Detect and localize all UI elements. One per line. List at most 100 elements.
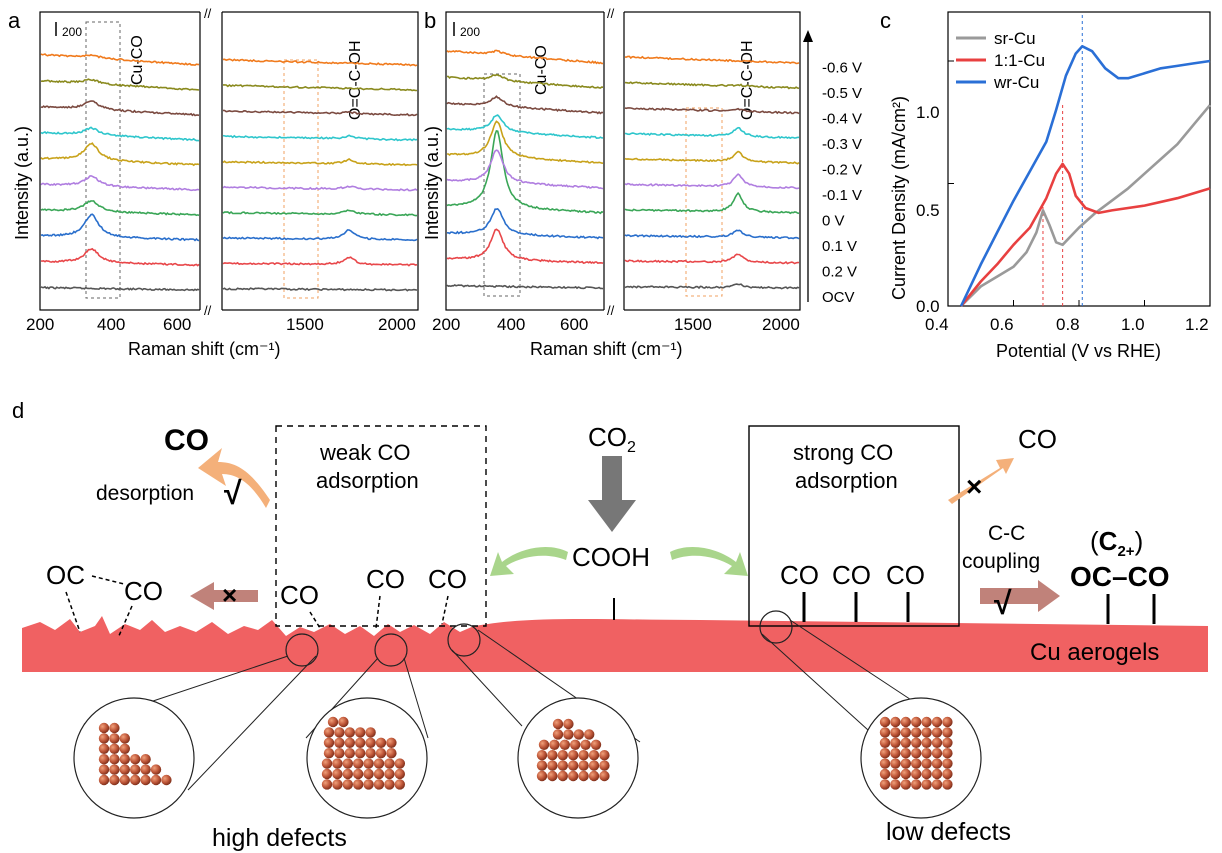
cu-atom bbox=[890, 716, 901, 728]
series-line bbox=[222, 287, 418, 292]
series-line bbox=[446, 49, 603, 65]
cu-atom bbox=[332, 779, 343, 790]
cu-atom bbox=[321, 768, 333, 780]
cu-atom bbox=[332, 758, 343, 769]
x-axis-label: Potential (V vs RHE) bbox=[996, 341, 1161, 361]
panel-a-frame bbox=[39, 11, 419, 311]
y-axis-label: Current Density (mA/cm²) bbox=[889, 96, 909, 300]
cu-atom bbox=[547, 770, 558, 782]
cu-atom bbox=[921, 716, 932, 728]
potential-label: -0.6 V bbox=[822, 60, 862, 77]
cu-atom bbox=[140, 774, 151, 786]
cu-atom bbox=[394, 768, 405, 780]
cu-co-band-box bbox=[85, 21, 121, 299]
cu-atom bbox=[921, 779, 932, 790]
cu-atom bbox=[879, 779, 891, 790]
panel-c-ticks bbox=[947, 60, 1211, 306]
x-tick: 1.0 bbox=[1121, 315, 1145, 334]
cu-atom bbox=[911, 727, 922, 738]
cu-atom bbox=[98, 754, 110, 765]
cu-atom bbox=[119, 764, 130, 775]
cu-atom bbox=[890, 737, 901, 748]
cu-atom bbox=[568, 760, 579, 771]
cu-atom bbox=[342, 779, 353, 790]
panel-c-letter: c bbox=[880, 8, 891, 33]
svg-text://: // bbox=[607, 6, 615, 21]
cu-atom bbox=[931, 758, 943, 769]
series-line bbox=[222, 134, 418, 142]
oc-left-label: OC bbox=[46, 560, 85, 590]
cu-atom bbox=[588, 760, 600, 771]
blocked-desorption-arrow bbox=[948, 458, 1014, 504]
cu-atom bbox=[323, 737, 335, 748]
cu-atom bbox=[394, 758, 405, 769]
cu-atom bbox=[588, 770, 600, 782]
cu-atom bbox=[568, 770, 579, 782]
cu-atom bbox=[536, 750, 548, 761]
co-strong-off-label: CO bbox=[1018, 424, 1057, 454]
series-line bbox=[624, 81, 800, 90]
cu-atom bbox=[921, 737, 932, 748]
cu-atom bbox=[559, 739, 570, 750]
cu-atom bbox=[942, 758, 953, 769]
potential-label: -0.2 V bbox=[822, 162, 862, 179]
cu-atom bbox=[570, 739, 581, 750]
high-defects-label: high defects bbox=[212, 824, 347, 852]
svg-text://: // bbox=[204, 303, 212, 318]
series-line bbox=[222, 158, 418, 167]
co-weak-label: CO bbox=[366, 564, 405, 594]
x-tick: 0.6 bbox=[990, 315, 1014, 334]
occoh-band-box bbox=[283, 59, 319, 299]
cu-atom bbox=[119, 733, 130, 744]
cu-atom bbox=[911, 716, 922, 728]
cu-atom bbox=[931, 716, 943, 728]
strong-box-line2: adsorption bbox=[795, 468, 898, 493]
cu-atom bbox=[900, 779, 911, 790]
weak-adsorption-box bbox=[275, 425, 487, 627]
cu-atom bbox=[879, 758, 891, 769]
potential-label: -0.5 V bbox=[822, 85, 862, 102]
down-arrow bbox=[588, 456, 636, 532]
cu-atom bbox=[323, 748, 335, 759]
cu-atom bbox=[130, 774, 141, 786]
cu-atom bbox=[942, 716, 953, 728]
cu-atom bbox=[900, 716, 911, 728]
cu-atom bbox=[161, 774, 172, 786]
x-tick: 1.2 bbox=[1185, 315, 1209, 334]
series-group-a bbox=[40, 53, 418, 292]
panel-d-letter: d bbox=[12, 398, 24, 423]
cu-atom bbox=[342, 768, 353, 780]
cu-co-label: Cu-CO bbox=[533, 45, 550, 95]
cu-atom bbox=[334, 748, 345, 759]
cu-atom bbox=[911, 768, 922, 780]
cu-atom bbox=[355, 737, 366, 748]
series-line bbox=[624, 107, 800, 115]
x-axis-label: Raman shift (cm⁻¹) bbox=[530, 339, 683, 359]
cu-atom bbox=[588, 750, 600, 761]
series-line bbox=[40, 200, 200, 217]
cu-atom bbox=[942, 737, 953, 748]
x-tick: 600 bbox=[163, 315, 191, 334]
zoom-circle bbox=[860, 697, 982, 819]
x-tick: 600 bbox=[560, 315, 588, 334]
cu-atom bbox=[109, 764, 120, 775]
potential-label: 0 V bbox=[822, 213, 845, 230]
scale-bar-label: 200 bbox=[460, 25, 480, 39]
cu-atom bbox=[365, 737, 376, 748]
cu-atom bbox=[599, 770, 610, 782]
cu-atom bbox=[599, 750, 610, 761]
cu-atom bbox=[384, 768, 395, 780]
y-tick: 0.0 bbox=[916, 297, 940, 316]
cu-atom bbox=[879, 748, 891, 759]
cu-atom bbox=[573, 729, 584, 740]
cu-atom bbox=[321, 758, 333, 769]
cu-atom bbox=[900, 768, 911, 780]
cu-atom bbox=[353, 758, 364, 769]
occoh-label: O=C-C-OH bbox=[739, 40, 756, 120]
series-line bbox=[446, 228, 604, 264]
cu-atom bbox=[921, 748, 932, 759]
peak-markers bbox=[1042, 12, 1083, 306]
cu-atom bbox=[931, 748, 943, 759]
series-line bbox=[222, 256, 418, 267]
